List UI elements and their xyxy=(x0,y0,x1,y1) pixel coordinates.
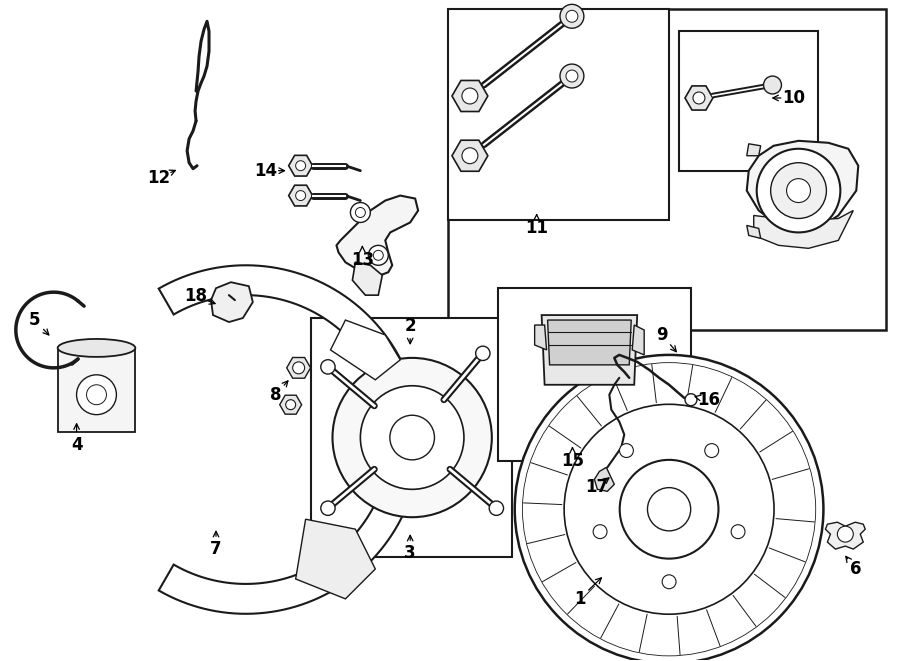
Polygon shape xyxy=(289,155,312,176)
Text: 12: 12 xyxy=(148,169,171,186)
Bar xyxy=(310,318,512,557)
Polygon shape xyxy=(632,325,644,355)
Polygon shape xyxy=(337,196,419,275)
Polygon shape xyxy=(280,395,302,414)
Circle shape xyxy=(770,163,826,219)
Circle shape xyxy=(490,501,503,516)
Text: 10: 10 xyxy=(782,89,806,107)
Circle shape xyxy=(566,11,578,22)
Text: 9: 9 xyxy=(656,326,668,344)
Text: 8: 8 xyxy=(270,386,282,404)
Polygon shape xyxy=(542,315,637,385)
Circle shape xyxy=(763,76,781,94)
Text: 3: 3 xyxy=(404,544,416,562)
Text: 15: 15 xyxy=(561,452,584,471)
Bar xyxy=(448,9,886,330)
Text: 14: 14 xyxy=(254,162,277,180)
Text: 4: 4 xyxy=(71,436,83,453)
Polygon shape xyxy=(825,522,865,549)
Polygon shape xyxy=(330,320,400,380)
Polygon shape xyxy=(452,81,488,112)
Text: 13: 13 xyxy=(351,251,374,269)
Circle shape xyxy=(320,501,335,516)
Circle shape xyxy=(292,362,304,374)
Circle shape xyxy=(350,202,370,223)
Circle shape xyxy=(619,444,634,457)
Circle shape xyxy=(76,375,116,414)
Polygon shape xyxy=(547,320,631,365)
Polygon shape xyxy=(747,144,760,156)
Polygon shape xyxy=(289,185,312,206)
Text: 17: 17 xyxy=(585,479,608,496)
Polygon shape xyxy=(287,358,310,378)
Circle shape xyxy=(356,208,365,217)
Polygon shape xyxy=(296,519,375,599)
Circle shape xyxy=(360,386,464,489)
Text: 2: 2 xyxy=(404,317,416,335)
Circle shape xyxy=(693,92,705,104)
Circle shape xyxy=(86,385,106,405)
Text: 18: 18 xyxy=(184,287,208,305)
Bar xyxy=(448,9,669,221)
Circle shape xyxy=(787,178,811,202)
Circle shape xyxy=(390,415,435,460)
Circle shape xyxy=(462,88,478,104)
Circle shape xyxy=(593,525,607,539)
Circle shape xyxy=(332,358,491,517)
Bar xyxy=(58,348,135,432)
Circle shape xyxy=(566,70,578,82)
Polygon shape xyxy=(535,325,546,350)
Text: 5: 5 xyxy=(29,311,40,329)
Circle shape xyxy=(462,148,478,164)
Circle shape xyxy=(285,400,296,410)
Circle shape xyxy=(757,149,841,233)
Polygon shape xyxy=(747,225,760,239)
Circle shape xyxy=(705,444,719,457)
Bar xyxy=(679,31,818,171)
Circle shape xyxy=(374,251,383,260)
Circle shape xyxy=(662,575,676,589)
Circle shape xyxy=(620,460,718,559)
Circle shape xyxy=(560,64,584,88)
Circle shape xyxy=(837,526,853,542)
Bar xyxy=(498,288,691,461)
Polygon shape xyxy=(753,210,853,249)
Text: 16: 16 xyxy=(698,391,720,408)
Polygon shape xyxy=(594,467,615,491)
Circle shape xyxy=(515,355,824,661)
Text: 11: 11 xyxy=(525,219,548,237)
Polygon shape xyxy=(211,282,253,322)
Polygon shape xyxy=(353,262,382,295)
Text: 7: 7 xyxy=(211,540,221,558)
Circle shape xyxy=(647,488,690,531)
Circle shape xyxy=(731,525,745,539)
Polygon shape xyxy=(452,140,488,171)
Circle shape xyxy=(296,161,306,171)
Circle shape xyxy=(296,190,306,200)
Text: 6: 6 xyxy=(850,560,861,578)
Circle shape xyxy=(368,245,388,265)
Circle shape xyxy=(560,5,584,28)
Circle shape xyxy=(476,346,490,360)
Polygon shape xyxy=(747,141,859,233)
Circle shape xyxy=(564,405,774,614)
Circle shape xyxy=(320,360,335,374)
Ellipse shape xyxy=(58,339,135,357)
Text: 1: 1 xyxy=(573,590,585,608)
Polygon shape xyxy=(158,265,420,614)
Polygon shape xyxy=(685,86,713,110)
Circle shape xyxy=(685,394,697,406)
